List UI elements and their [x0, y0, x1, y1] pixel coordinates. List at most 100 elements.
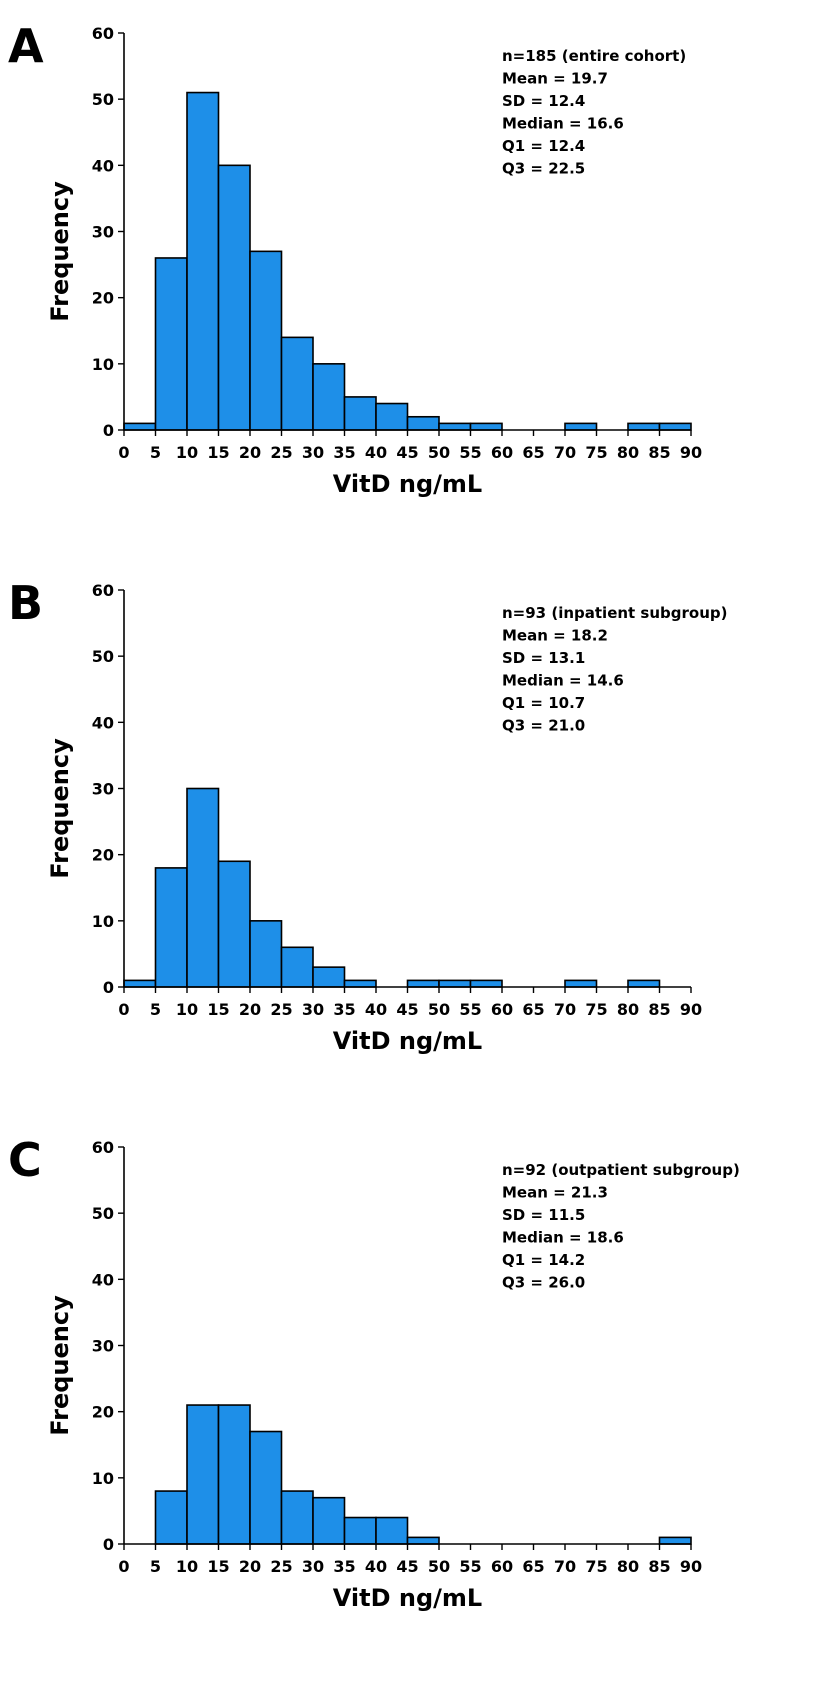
histogram-bar	[375, 1516, 409, 1545]
histogram-panel-b: B 0 10 20 30 40 50 60 0 5 10 15 20 25 30 35 40 45 50 55 60 65…	[8, 576, 728, 1055]
x-tick-label: 15	[207, 1557, 229, 1576]
x-tick-label: 15	[207, 1000, 229, 1019]
x-axis-title: VitD ng/mL	[333, 1027, 482, 1055]
histogram-bar	[217, 860, 251, 988]
x-tick-label: 90	[680, 1000, 702, 1019]
x-tick-label: 30	[302, 443, 324, 462]
x-tick-label: 50	[428, 1557, 450, 1576]
panel-letter: C	[8, 1133, 42, 1187]
stats-annotation: n=185 (entire cohort) Mean = 19.7 SD = 12.…	[502, 47, 686, 178]
y-tick-label: 60	[92, 24, 114, 43]
stat-line: Median = 14.6	[502, 672, 624, 690]
histogram-bar	[249, 1430, 283, 1545]
stat-line: n=92 (outpatient subgroup)	[502, 1161, 740, 1179]
stat-line: Median = 18.6	[502, 1229, 624, 1247]
stat-line: Mean = 21.3	[502, 1184, 608, 1202]
x-tick-label: 55	[459, 443, 481, 462]
x-tick-label: 90	[680, 1557, 702, 1576]
y-tick-label: 30	[92, 780, 114, 799]
y-tick-label: 0	[103, 1535, 114, 1554]
histogram-bar	[658, 1536, 692, 1545]
x-tick-label: 0	[118, 1000, 129, 1019]
stat-line: Q1 = 10.7	[502, 694, 585, 712]
histogram-bar	[564, 422, 598, 431]
x-tick-label: 40	[365, 1557, 387, 1576]
histogram-bar	[123, 979, 157, 988]
histogram-bar	[406, 979, 440, 988]
stat-line: Q3 = 21.0	[502, 717, 585, 735]
stat-line: n=185 (entire cohort)	[502, 47, 686, 65]
x-tick-label: 50	[428, 443, 450, 462]
histogram-bar	[469, 422, 503, 431]
histogram-bar	[343, 396, 377, 431]
histogram-bar	[312, 1496, 346, 1545]
x-tick-label: 90	[680, 443, 702, 462]
y-tick-label: 30	[92, 223, 114, 242]
histogram-bar	[154, 1490, 188, 1545]
histogram-bar	[154, 867, 188, 988]
histogram-panel-c: C 0 10 20 30 40 50 60 0 5 10 15 20 25 30 35 40 45 50 55 60 65…	[8, 1133, 740, 1612]
x-tick-label: 75	[585, 1557, 607, 1576]
y-tick-label: 60	[92, 1138, 114, 1157]
histogram-bar	[469, 979, 503, 988]
x-tick-label: 30	[302, 1000, 324, 1019]
x-tick-label: 25	[270, 1557, 292, 1576]
x-tick-label: 75	[585, 1000, 607, 1019]
histogram-bar	[312, 966, 346, 988]
x-tick-label: 85	[648, 1557, 670, 1576]
histogram-bar	[438, 979, 472, 988]
x-tick-label: 40	[365, 1000, 387, 1019]
y-tick-label: 40	[92, 1270, 114, 1289]
histogram-bar	[406, 415, 440, 431]
histogram-bar	[627, 422, 661, 431]
y-tick-label: 10	[92, 355, 114, 374]
stat-line: Mean = 18.2	[502, 627, 608, 645]
stats-annotation: n=92 (outpatient subgroup) Mean = 21.3 SD …	[502, 1161, 740, 1292]
x-tick-label: 20	[239, 443, 261, 462]
x-tick-label: 5	[150, 443, 161, 462]
y-tick-label: 0	[103, 421, 114, 440]
histogram-bar	[627, 979, 661, 988]
y-tick-label: 0	[103, 978, 114, 997]
panel-letter: A	[8, 19, 44, 73]
x-tick-label: 20	[239, 1557, 261, 1576]
y-axis-title: Frequency	[46, 738, 74, 879]
stat-line: SD = 12.4	[502, 92, 585, 110]
histogram-bar	[186, 787, 220, 988]
x-tick-label: 35	[333, 443, 355, 462]
x-tick-label: 10	[176, 1557, 198, 1576]
x-tick-label: 25	[270, 1000, 292, 1019]
y-axis-title: Frequency	[46, 1295, 74, 1436]
x-tick-label: 10	[176, 1000, 198, 1019]
y-tick-label: 40	[92, 713, 114, 732]
histogram-bar	[375, 402, 409, 431]
histogram-bar	[280, 946, 314, 988]
histogram-bar	[154, 257, 188, 431]
x-tick-label: 65	[522, 1000, 544, 1019]
stat-line: SD = 11.5	[502, 1206, 585, 1224]
x-tick-label: 60	[491, 1557, 513, 1576]
bars	[154, 1404, 692, 1545]
x-tick-label: 35	[333, 1557, 355, 1576]
y-tick-label: 20	[92, 289, 114, 308]
x-tick-label: 70	[554, 443, 576, 462]
histogram-bar	[312, 363, 346, 431]
x-tick-label: 65	[522, 1557, 544, 1576]
x-tick-label: 45	[396, 443, 418, 462]
y-tick-label: 50	[92, 647, 114, 666]
stat-line: Mean = 19.7	[502, 70, 608, 88]
y-tick-label: 40	[92, 156, 114, 175]
y-tick-label: 50	[92, 1204, 114, 1223]
bars	[123, 91, 692, 431]
x-tick-label: 80	[617, 1000, 639, 1019]
y-tick-label: 50	[92, 90, 114, 109]
x-tick-label: 35	[333, 1000, 355, 1019]
stat-line: n=93 (inpatient subgroup)	[502, 604, 728, 622]
histogram-bar	[217, 164, 251, 431]
x-tick-label: 50	[428, 1000, 450, 1019]
x-tick-label: 70	[554, 1000, 576, 1019]
x-tick-label: 45	[396, 1557, 418, 1576]
histogram-bar	[186, 91, 220, 431]
x-tick-label: 85	[648, 1000, 670, 1019]
histogram-bar	[217, 1404, 251, 1545]
